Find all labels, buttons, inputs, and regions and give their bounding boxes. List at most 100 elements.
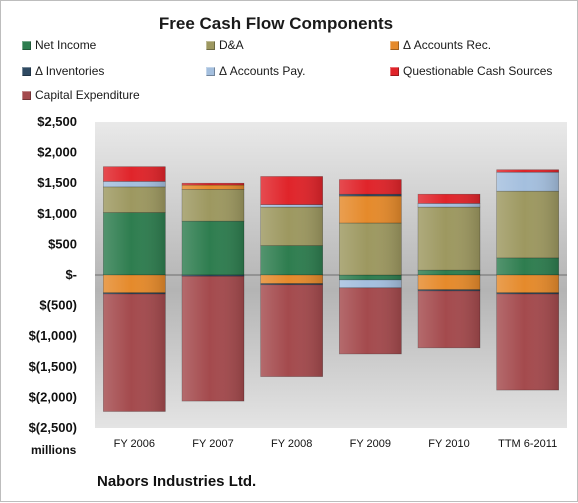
bar-segment-sheen — [496, 275, 559, 293]
legend-swatch-capital-expenditure — [22, 90, 31, 100]
y-tick-label: $- — [65, 267, 77, 282]
legend-swatch-questionable-cash-sources — [390, 66, 399, 76]
bar-segment-sheen — [339, 196, 402, 223]
legend-item-inventories: Δ Inventories — [22, 63, 104, 79]
bar-segment — [339, 287, 402, 355]
x-tick-label: FY 2007 — [192, 438, 233, 450]
bar-segment-sheen — [496, 257, 559, 275]
bar-segment — [181, 189, 245, 222]
legend-swatch-accounts-pay — [206, 66, 215, 76]
bar-segment — [496, 169, 559, 173]
bar-segment-sheen — [260, 204, 323, 208]
bar-segment — [339, 274, 402, 281]
bar-segment — [260, 206, 323, 246]
bar-segment-sheen — [339, 222, 402, 275]
company-label: Nabors Industries Ltd. — [97, 473, 257, 490]
bar-segment-sheen — [182, 189, 244, 222]
bar-segment-sheen — [496, 292, 559, 294]
bar-segment-sheen — [103, 181, 166, 187]
bar-segment — [417, 206, 481, 271]
bar-segment — [181, 184, 245, 190]
chart-title: Free Cash Flow Components — [158, 14, 394, 33]
bar-segment-sheen — [496, 169, 559, 173]
legend-swatch-accounts-rec — [390, 40, 399, 50]
x-tick-label: FY 2006 — [114, 438, 155, 450]
x-tick-label: FY 2008 — [271, 438, 312, 450]
bar-segment-sheen — [182, 276, 244, 402]
bar-segment-sheen — [182, 183, 244, 186]
bar-segment-sheen — [103, 292, 166, 294]
bar-segment-sheen — [260, 283, 323, 285]
bar-segment-sheen — [103, 275, 166, 293]
bar-segment — [260, 245, 323, 276]
bar-segment — [339, 179, 402, 195]
bar-segment-sheen — [103, 186, 166, 213]
bar-segment-sheen — [496, 293, 559, 391]
bar-segment-sheen — [260, 207, 323, 246]
bar-segment — [103, 186, 166, 213]
bar-segment-sheen — [496, 191, 559, 258]
bar-segment — [496, 190, 559, 259]
bar-segment — [260, 284, 323, 377]
bar-segment-sheen — [418, 275, 480, 290]
legend-item-questionable-cash-sources: Questionable Cash Sources — [390, 63, 552, 79]
bar-segment — [260, 274, 323, 284]
bar-segment-sheen — [418, 289, 480, 291]
bar-segment-sheen — [418, 203, 480, 208]
y-tick-label: $(2,000) — [29, 389, 77, 404]
bar-segment-sheen — [418, 207, 480, 271]
legend-swatch-da — [206, 40, 215, 50]
bar-segment — [339, 279, 402, 289]
y-tick-label: $(500) — [39, 298, 77, 313]
x-tick-label: FY 2010 — [428, 438, 469, 450]
bar-segment-sheen — [339, 275, 402, 280]
y-axis: $2,500 $2,000 $1,500 $1,000 $500 $- $(500) $(1,… — [29, 114, 77, 435]
bar-segment-sheen — [418, 194, 480, 204]
bar-segment-sheen — [418, 290, 480, 348]
bar-segment-sheen — [260, 245, 323, 275]
bar-segment — [417, 269, 481, 276]
bar-segment — [339, 222, 402, 276]
bar-segment-sheen — [182, 185, 244, 190]
legend-label-da: D&A — [219, 38, 244, 52]
legend-label-accounts-pay: Δ Accounts Pay. — [219, 64, 306, 78]
bar-segment — [496, 171, 559, 192]
bar-segment-sheen — [496, 172, 559, 192]
bar-segment — [181, 220, 245, 276]
bar-segment — [103, 212, 166, 276]
bar-segment-sheen — [339, 279, 402, 288]
bar-segment — [417, 193, 481, 204]
legend-item-accounts-pay: Δ Accounts Pay. — [206, 63, 306, 79]
y-tick-label: $1,000 — [37, 206, 77, 221]
bar-segment — [260, 176, 323, 205]
bar-segment-sheen — [103, 212, 166, 275]
bar-segment-sheen — [103, 166, 166, 182]
bar-segment — [496, 274, 559, 294]
bar-segment — [181, 182, 245, 186]
bar-segment — [339, 195, 402, 224]
x-tick-label: TTM 6-2011 — [498, 438, 557, 450]
legend-item-accounts-rec: Δ Accounts Rec. — [390, 37, 491, 53]
bars-layer — [103, 166, 559, 412]
bar-segment — [181, 275, 245, 402]
x-axis: FY 2006 FY 2007 FY 2008 FY 2009 FY 2010 TTM 6… — [114, 438, 558, 450]
bar-segment — [496, 293, 559, 391]
legend-item-capital-expenditure: Capital Expenditure — [22, 87, 140, 103]
bar-segment — [496, 257, 559, 276]
y-tick-label: $2,000 — [37, 145, 77, 160]
bar-segment — [417, 290, 481, 349]
legend-label-capital-expenditure: Capital Expenditure — [35, 88, 140, 102]
legend-item-net-income: Net Income — [22, 37, 96, 53]
bar-segment — [103, 274, 166, 294]
bar-segment-sheen — [260, 176, 323, 205]
y-tick-label: $500 — [48, 236, 77, 251]
bar-segment-sheen — [260, 275, 323, 284]
legend-label-inventories: Δ Inventories — [35, 64, 105, 78]
bar-segment — [417, 274, 481, 290]
bar-segment — [103, 181, 166, 188]
bar-segment-sheen — [260, 284, 323, 377]
bar-segment-sheen — [418, 270, 480, 275]
bar-segment — [417, 203, 481, 208]
bar-segment — [103, 166, 166, 182]
